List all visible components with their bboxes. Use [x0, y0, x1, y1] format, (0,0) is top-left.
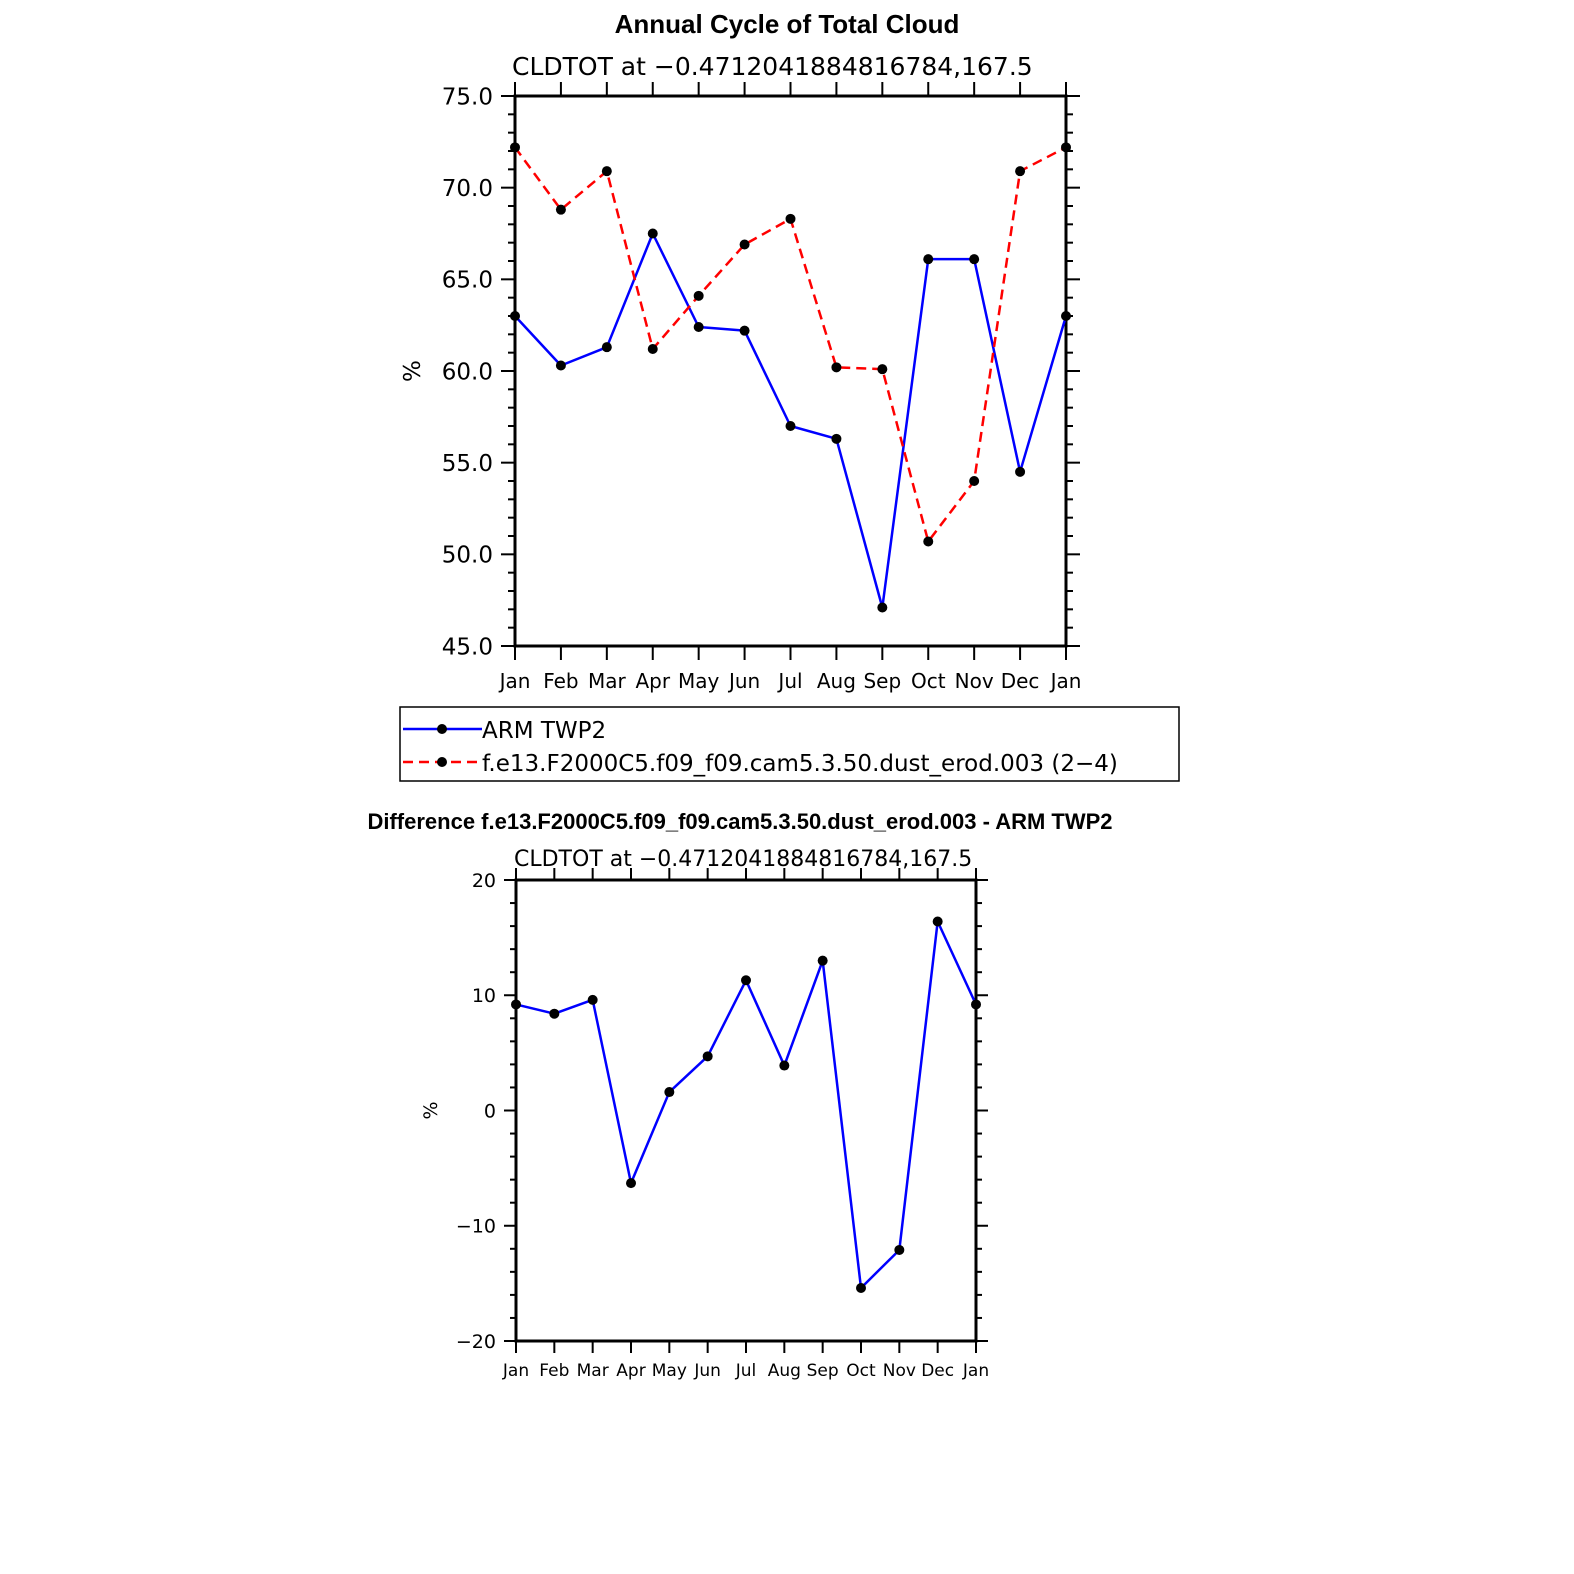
chart2-xtick-label: Jan: [962, 1361, 989, 1381]
chart1-series-1-point: [877, 602, 888, 613]
chart1-frame: [513, 94, 1068, 648]
legend-arm-label: ARM TWP2: [482, 718, 606, 744]
chart2-series-1-point: [549, 1008, 560, 1019]
chart1-series-2-point: [739, 239, 750, 250]
chart1-xtick-label: Sep: [863, 669, 901, 693]
chart1-xtick-label: Jan: [498, 669, 531, 693]
chart2-series-1-point: [971, 999, 981, 1010]
chart1-series-1-point: [923, 254, 934, 265]
chart1-series-2-point: [877, 364, 888, 375]
chart1-ytick-label: 60.0: [442, 359, 493, 385]
chart2-ytick-label: −10: [456, 1216, 496, 1238]
chart1-series-2-point: [923, 536, 934, 547]
chart1-series-2-point: [510, 142, 520, 153]
chart1-xtick-label: Jul: [776, 669, 802, 693]
chart1-series-1-point: [739, 325, 750, 336]
legend-arm-marker: [437, 724, 447, 734]
chart2-xtick-label: Dec: [921, 1361, 954, 1381]
chart1-ytick-label: 55.0: [442, 451, 493, 477]
chart1-plot: Jan Feb Mar Apr May Jun Jul Aug Sep Oct Nov Dec Jan4…: [400, 82, 1081, 693]
chart2-ytick-label: 20: [472, 870, 496, 892]
chart2-series-1-point: [511, 999, 521, 1010]
chart2-xtick-label: Feb: [539, 1361, 569, 1381]
chart2-xtick-label: Sep: [807, 1361, 839, 1381]
chart2-series-1-point: [817, 955, 828, 966]
chart1-series-1-point: [1061, 311, 1071, 321]
chart1-ytick-label: 45.0: [442, 634, 493, 660]
chart2-series-1-point: [587, 994, 598, 1005]
chart2-series-1-point: [626, 1178, 636, 1189]
chart2-xtick-label: Jan: [502, 1361, 529, 1381]
chart1-series-1-point: [969, 254, 980, 265]
chart1-series-2-point: [601, 166, 612, 177]
chart1-series-2-line: [513, 146, 1067, 543]
chart2-series-1-point: [856, 1282, 866, 1293]
chart1-xtick-label: Jan: [1049, 669, 1082, 693]
chart2-ylabel: %: [420, 1101, 442, 1119]
chart2-subtitle: CLDTOT at −0.4712041884816784,167.5: [514, 847, 972, 872]
chart1-series-2-point: [1061, 142, 1071, 153]
chart1-series-2-point: [693, 290, 704, 301]
chart2-xtick-label: Aug: [768, 1361, 801, 1381]
chart1-series-1-point: [510, 311, 520, 321]
chart1-xtick-label: Aug: [817, 669, 856, 693]
chart1-series-2-point: [647, 344, 658, 354]
chart2-series-1-point: [894, 1244, 905, 1255]
chart1-xtick-label: Feb: [543, 669, 578, 693]
chart1-ytick-label: 75.0: [442, 84, 493, 110]
chart2-xtick-label: May: [652, 1361, 687, 1381]
legend-box: [399, 706, 1180, 782]
chart1-ytick-label: 65.0: [442, 268, 493, 294]
chart2-xtick-label: Oct: [846, 1361, 876, 1381]
chart1-series-1-point: [647, 228, 658, 239]
chart2-series-1-point: [664, 1087, 675, 1098]
chart1-ytick-label: 70.0: [442, 176, 493, 202]
chart1-series-2-point: [785, 213, 796, 224]
chart1-series-1-point: [555, 360, 566, 371]
chart1-ytick-label: 50.0: [442, 543, 493, 569]
chart1-title: Annual Cycle of Total Cloud: [615, 9, 960, 39]
chart1-xtick-label: Nov: [955, 669, 994, 693]
chart1-xtick-label: Dec: [1001, 669, 1040, 693]
chart1-series-1-point: [693, 322, 704, 332]
chart1-legend: ARM TWP2 f.e13.F2000C5.f09_f09.cam5.3.50…: [399, 706, 1180, 782]
chart1-xtick-label: Apr: [635, 669, 670, 693]
chart2-series-1-point: [932, 916, 943, 927]
chart2-xtick-label: Jul: [735, 1361, 757, 1381]
chart1-series-2-point: [1015, 166, 1026, 177]
chart1-subtitle: CLDTOT at −0.4712041884816784,167.5: [512, 52, 1033, 81]
chart1-series-2-point: [969, 476, 980, 486]
chart1-series-2-point: [555, 204, 566, 215]
chart2-title: Difference f.e13.F2000C5.f09_f09.cam5.3.…: [367, 809, 1112, 834]
chart1-xtick-label: Oct: [911, 669, 946, 693]
chart2-ytick-label: 10: [472, 985, 496, 1007]
legend-model-marker: [437, 757, 447, 767]
chart2-xtick-label: Mar: [577, 1361, 609, 1381]
chart2-ytick-label: −20: [456, 1331, 496, 1353]
chart2-series-1-point: [741, 975, 751, 986]
chart2-frame: [514, 878, 978, 1343]
chart1-series-1-point: [601, 342, 612, 353]
chart1-series-1-point: [1015, 466, 1026, 477]
chart1-series-1-point: [831, 433, 842, 444]
chart2-xtick-label: Jun: [693, 1361, 721, 1381]
chart2-plot: Jan Feb Mar Apr May Jun Jul Aug Sep Oct Nov Dec Jan−…: [420, 868, 989, 1381]
chart2-ytick-label: 0: [484, 1100, 496, 1122]
chart1-series-2-point: [831, 362, 842, 373]
legend-model-label: f.e13.F2000C5.f09_f09.cam5.3.50.dust_ero…: [482, 751, 1118, 777]
chart1-series-1-point: [785, 421, 796, 431]
chart2-series-1-point: [779, 1060, 790, 1071]
chart2-xtick-label: Nov: [883, 1361, 916, 1381]
chart2-xtick-label: Apr: [616, 1361, 645, 1381]
chart2-series-1-point: [702, 1051, 713, 1062]
chart1-ylabel: %: [400, 360, 426, 382]
chart1-xtick-label: May: [678, 669, 720, 693]
chart1-xtick-label: Mar: [588, 669, 627, 693]
chart1-xtick-label: Jun: [727, 669, 760, 693]
